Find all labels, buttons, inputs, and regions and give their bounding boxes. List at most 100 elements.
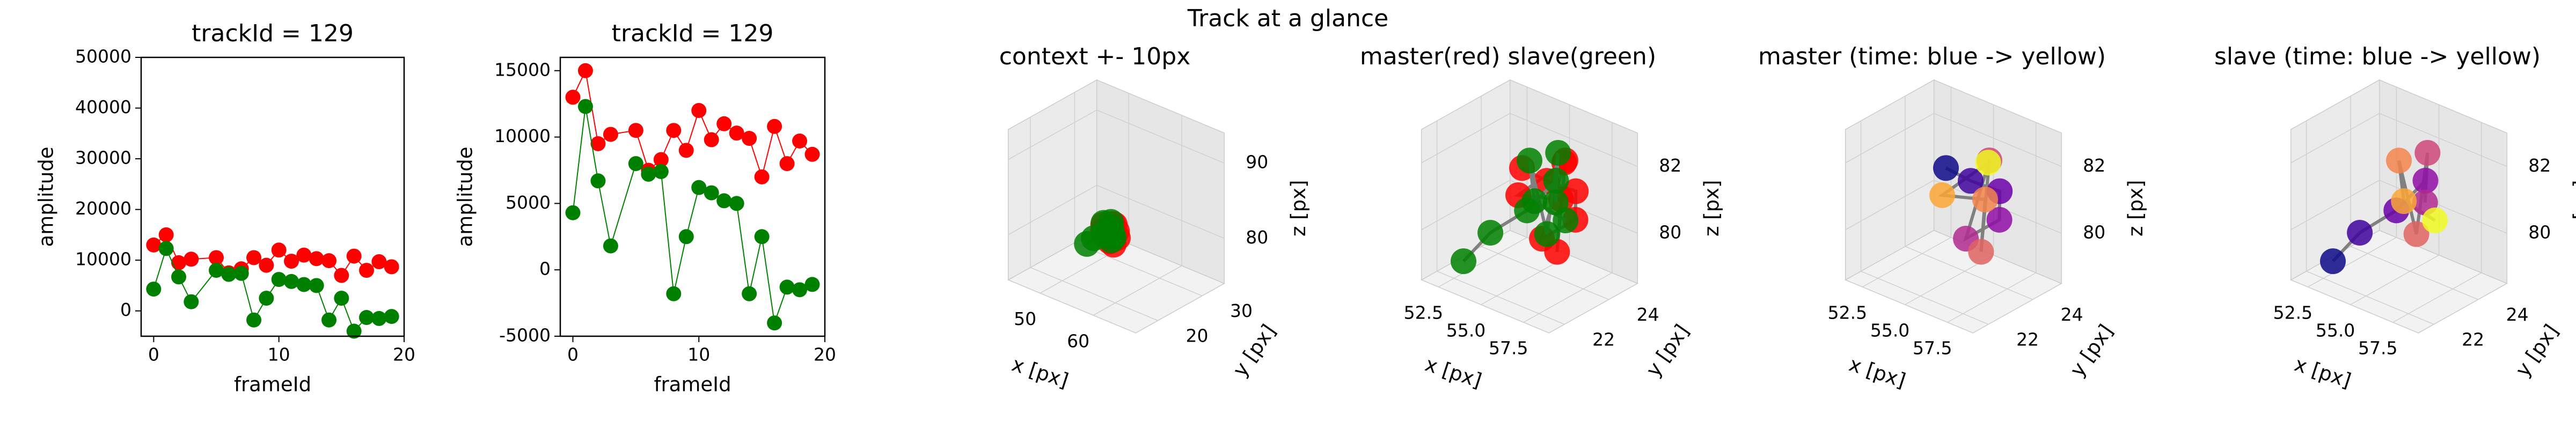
data-point [209, 263, 224, 278]
data-point [792, 134, 808, 149]
grid-line [2290, 113, 2380, 164]
data-point [184, 294, 199, 309]
x-tick-label: 55.0 [1446, 320, 1485, 341]
data-point [767, 119, 782, 134]
x-tick-label: 10 [268, 344, 290, 365]
grid-line [1934, 113, 2062, 167]
x-tick-label: 10 [687, 344, 710, 365]
y-tick-label: 10000 [494, 125, 551, 146]
grid-line [1905, 246, 2033, 300]
data-point [792, 282, 808, 298]
y-axis-label: y [px] [1642, 320, 1694, 381]
data-point [259, 291, 274, 306]
y-axis-label: amplitude [454, 147, 477, 247]
data-point [742, 286, 757, 301]
grid-line [1008, 184, 1097, 235]
x-tick-label: 55.0 [1870, 320, 1909, 341]
data-point [2412, 167, 2439, 194]
y-tick-label: 15000 [494, 59, 551, 80]
chart-title: slave (time: blue -> yellow) [2214, 43, 2541, 70]
data-point [1986, 206, 2012, 233]
data-point [716, 116, 732, 131]
data-point [565, 90, 581, 105]
grid-line [1861, 271, 1989, 325]
data-point [2414, 139, 2441, 166]
data-point [1545, 139, 1571, 166]
y-tick-label: 30 [1230, 300, 1253, 321]
data-point [628, 156, 643, 172]
grid-line [1030, 267, 1158, 321]
data-point [577, 63, 593, 78]
y-tick-label: 24 [2506, 304, 2529, 325]
data-point [246, 312, 261, 328]
x-axis-label: frameId [654, 373, 731, 396]
data-point [2386, 147, 2412, 174]
data-point [590, 136, 606, 151]
data-point [1553, 208, 1579, 234]
data-point [767, 315, 782, 331]
data-point [641, 166, 656, 182]
x-tick-label: 20 [393, 344, 415, 365]
x-axis-label: x [px] [2292, 352, 2354, 392]
data-point [603, 238, 618, 254]
data-point [184, 252, 199, 267]
grid-line [1510, 113, 1638, 167]
data-point [221, 267, 237, 282]
data-point [754, 229, 770, 245]
y-tick-label: 0 [539, 258, 551, 279]
data-point [158, 227, 174, 242]
y-tick-label: -5000 [499, 325, 551, 346]
data-point [1534, 221, 1560, 247]
data-point [754, 169, 770, 184]
x-tick-label: 20 [814, 344, 836, 365]
y-axis-label: y [px] [1228, 320, 1280, 381]
chart-title: trackId = 129 [612, 20, 774, 47]
grid-line [2350, 246, 2478, 300]
data-point [346, 248, 362, 264]
data-point [209, 250, 224, 265]
data-point [603, 127, 618, 142]
data-point [1477, 219, 1504, 246]
data-point [678, 143, 694, 158]
grid-line [1008, 109, 1097, 160]
data-point [158, 241, 174, 256]
data-point [371, 310, 387, 326]
grid-line [1947, 272, 2037, 323]
y-tick-label: 5000 [506, 192, 551, 213]
z-tick-label: 80 [2528, 222, 2551, 243]
data-point [2422, 208, 2448, 234]
y-tick-label: 24 [2061, 304, 2083, 325]
data-point [284, 254, 299, 269]
y-tick-label: 10000 [75, 249, 131, 270]
data-point [359, 263, 374, 278]
y-tick-label: 0 [120, 299, 131, 320]
data-point [296, 247, 312, 263]
data-point [1517, 147, 1543, 174]
grid-line [1437, 271, 1565, 325]
data-point [653, 152, 669, 167]
grid-line [1934, 180, 2062, 234]
z-tick-label: 80 [1659, 222, 1681, 243]
grid-line [1421, 180, 1511, 231]
data-point [653, 164, 669, 179]
data-point [233, 265, 249, 281]
x-tick-label: 52.5 [1404, 302, 1443, 323]
data-point [704, 132, 719, 147]
data-point [628, 123, 643, 138]
grid-line [1093, 265, 1182, 316]
z-axis-label: z [px] [2124, 180, 2147, 236]
x-tick-label: 0 [148, 344, 159, 365]
data-point [171, 255, 186, 270]
x-tick-label: 0 [567, 344, 579, 365]
data-point [1929, 182, 1956, 208]
grid-line [1438, 237, 1527, 287]
x-axis-label: x [px] [1846, 352, 1908, 392]
data-point [146, 237, 162, 253]
data-point [371, 254, 387, 270]
data-point [2320, 248, 2346, 275]
data-point [1933, 155, 1959, 181]
data-point [666, 286, 682, 301]
z-tick-label: 82 [2528, 155, 2551, 176]
x-axis-label: frameId [234, 373, 311, 396]
